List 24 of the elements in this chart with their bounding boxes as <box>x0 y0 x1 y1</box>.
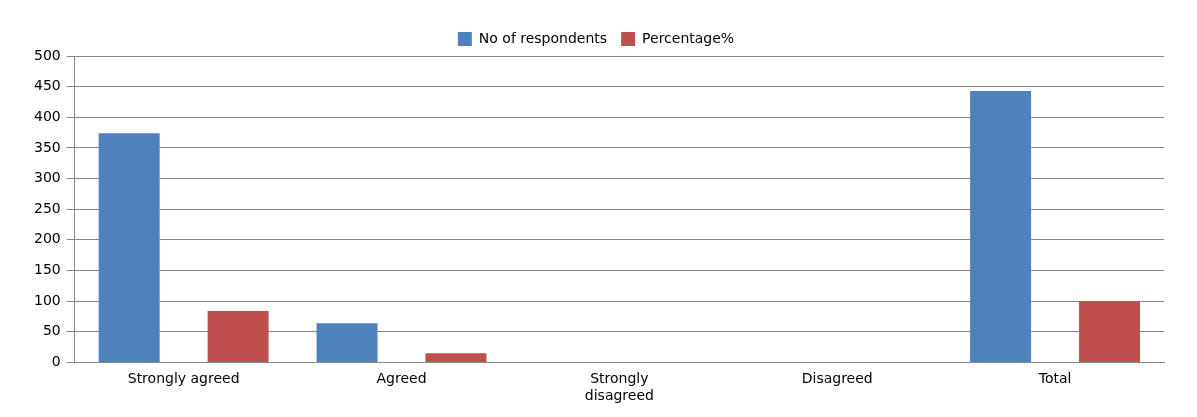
y-tick-label: 250 <box>33 199 61 216</box>
y-tick-label: 150 <box>33 261 61 278</box>
x-tick-label: Disagreed <box>801 370 873 387</box>
x-tick-label: Agreed <box>376 370 427 387</box>
y-tick-label: 50 <box>42 322 61 339</box>
bar <box>207 310 269 362</box>
x-tick-label: Strongly disagreed <box>584 370 654 404</box>
legend-label: Percentage% <box>642 29 735 46</box>
bar <box>425 353 487 362</box>
bar <box>316 323 378 362</box>
y-tick-label: 450 <box>33 77 61 94</box>
y-tick-label: 100 <box>33 291 61 308</box>
y-tick-label: 500 <box>33 46 61 63</box>
bar <box>98 133 160 362</box>
bar <box>970 90 1032 362</box>
y-tick-label: 400 <box>33 107 61 124</box>
y-tick-label: 200 <box>33 230 61 247</box>
y-tick-label: 300 <box>33 169 61 186</box>
y-tick-label: 350 <box>33 138 61 155</box>
y-tick-label: 0 <box>51 353 61 370</box>
x-tick-label: Strongly agreed <box>127 370 240 387</box>
legend-label: No of respondents <box>478 29 608 46</box>
x-tick-label: Total <box>1037 370 1072 387</box>
bar <box>1079 301 1141 362</box>
